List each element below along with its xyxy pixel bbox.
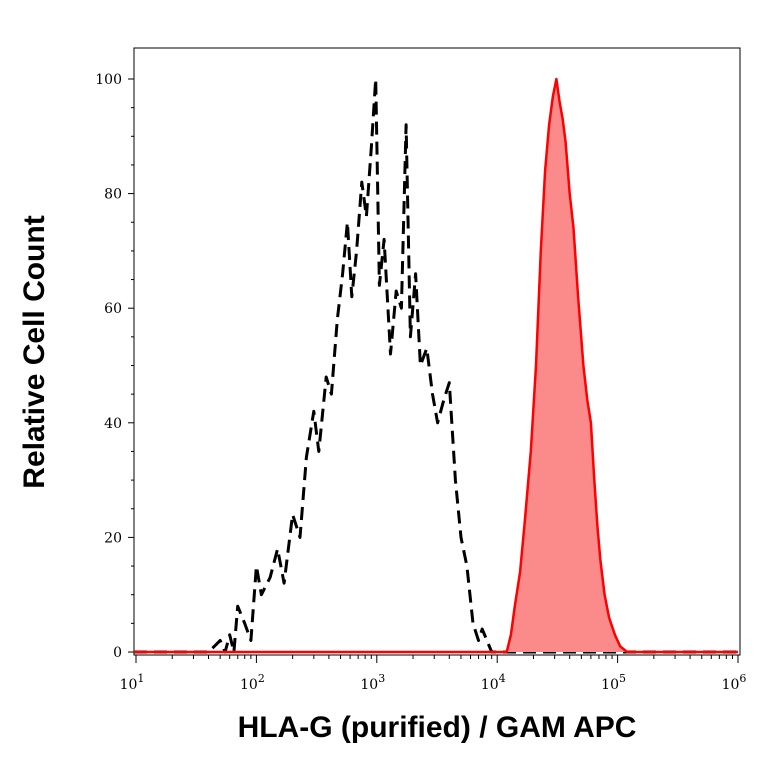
series-1-area bbox=[134, 79, 738, 652]
ticks-layer: 0 20 40 60 80 100 101 102 103 104 105 106 bbox=[95, 72, 746, 693]
series-0-line bbox=[134, 77, 738, 654]
y-axis-title: Relative Cell Count bbox=[18, 215, 51, 488]
x-tick-label: 103 bbox=[360, 672, 385, 693]
x-tick-label: 105 bbox=[601, 672, 626, 693]
x-tick-label: 101 bbox=[120, 672, 145, 693]
plot-frame bbox=[133, 47, 741, 656]
y-tick-label: 40 bbox=[104, 416, 122, 432]
x-tick-label: 102 bbox=[240, 672, 265, 693]
y-tick-label: 100 bbox=[95, 72, 122, 88]
y-tick-label: 60 bbox=[104, 301, 122, 317]
y-tick-label: 0 bbox=[113, 645, 122, 661]
series-1-line bbox=[134, 77, 738, 654]
y-tick-label: 80 bbox=[104, 187, 122, 203]
y-tick-label: 20 bbox=[104, 530, 122, 546]
series-layer bbox=[134, 77, 738, 654]
x-tick-label: 106 bbox=[722, 672, 747, 693]
x-tick-label: 104 bbox=[481, 672, 506, 693]
x-axis-title: HLA-G (purified) / GAM APC bbox=[238, 711, 637, 744]
